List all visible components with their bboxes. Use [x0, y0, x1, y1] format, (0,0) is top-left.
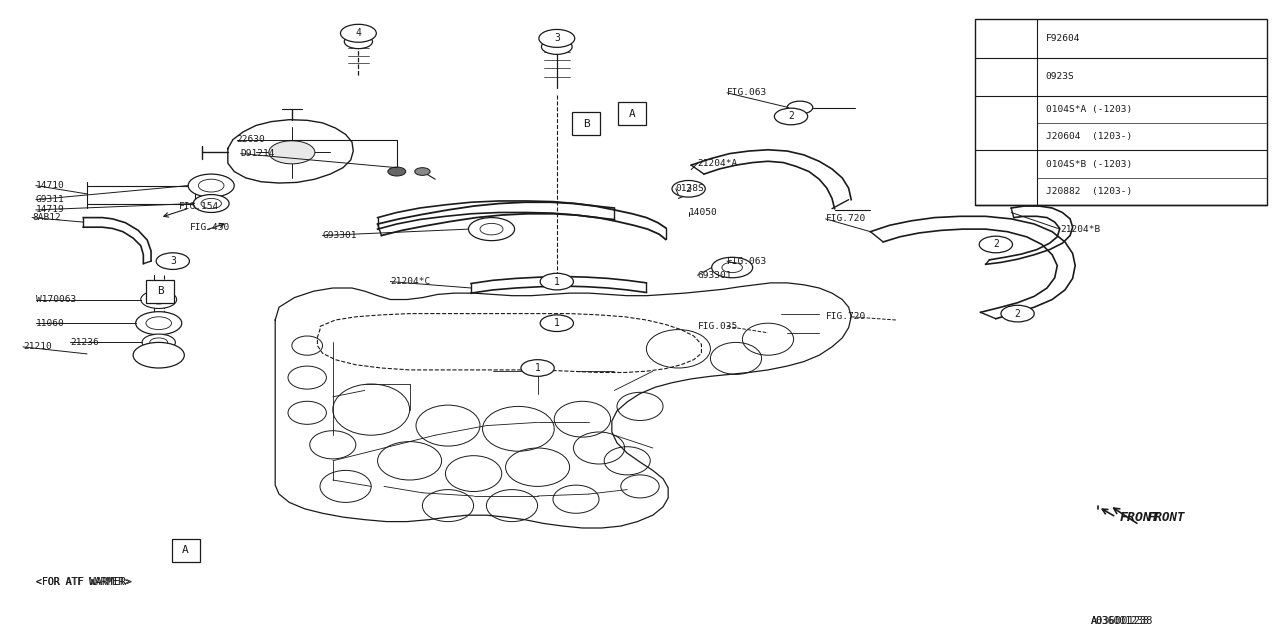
Circle shape: [415, 168, 430, 175]
Circle shape: [133, 342, 184, 368]
Text: 0104S*A (-1203): 0104S*A (-1203): [1046, 105, 1132, 114]
Text: <FOR ATF WARMER>: <FOR ATF WARMER>: [36, 577, 132, 588]
Circle shape: [992, 116, 1020, 131]
Text: 8AB12: 8AB12: [32, 213, 60, 222]
Text: 1: 1: [1004, 34, 1009, 43]
Text: B: B: [156, 286, 164, 296]
Text: 14050: 14050: [689, 208, 717, 217]
FancyBboxPatch shape: [618, 102, 646, 125]
Text: 2: 2: [788, 111, 794, 122]
Circle shape: [344, 35, 372, 49]
Text: FIG.063: FIG.063: [727, 257, 767, 266]
Text: 1: 1: [554, 318, 559, 328]
Text: B: B: [582, 118, 590, 129]
Text: 2: 2: [1004, 72, 1009, 81]
Text: 3: 3: [1004, 118, 1009, 128]
Text: J20882  (1203-): J20882 (1203-): [1046, 187, 1132, 196]
Text: 21204*A: 21204*A: [698, 159, 737, 168]
Circle shape: [979, 236, 1012, 253]
Bar: [975, 19, 1267, 205]
Text: 2: 2: [686, 184, 691, 194]
Text: J20604  (1203-): J20604 (1203-): [1046, 132, 1132, 141]
Text: 0923S: 0923S: [1046, 72, 1074, 81]
Text: G93301: G93301: [323, 231, 357, 240]
Circle shape: [1001, 305, 1034, 322]
Text: FIG.450: FIG.450: [189, 223, 229, 232]
Circle shape: [136, 312, 182, 335]
Text: D91214: D91214: [241, 149, 275, 158]
Circle shape: [541, 39, 572, 54]
Text: F92604: F92604: [1046, 34, 1080, 43]
Text: 14710: 14710: [36, 181, 64, 190]
Circle shape: [712, 257, 753, 278]
Text: A: A: [628, 109, 636, 119]
Circle shape: [787, 101, 813, 114]
Text: 21204*B: 21204*B: [1060, 225, 1100, 234]
Text: FIG.720: FIG.720: [826, 214, 865, 223]
Text: 2: 2: [993, 239, 998, 250]
Text: 4: 4: [356, 28, 361, 38]
Text: FRONT: FRONT: [1120, 511, 1160, 524]
Text: 21210: 21210: [23, 342, 51, 351]
Circle shape: [539, 29, 575, 47]
Circle shape: [774, 108, 808, 125]
Text: A036001238: A036001238: [1091, 616, 1153, 626]
Circle shape: [156, 253, 189, 269]
Text: A036001238: A036001238: [1091, 616, 1149, 626]
Text: 21236: 21236: [70, 338, 99, 347]
Circle shape: [468, 218, 515, 241]
Circle shape: [340, 24, 376, 42]
Text: FIG.154: FIG.154: [179, 202, 219, 211]
Text: 3: 3: [554, 33, 559, 44]
Circle shape: [992, 170, 1020, 184]
Text: 2: 2: [1015, 308, 1020, 319]
FancyBboxPatch shape: [572, 112, 600, 135]
Text: G93301: G93301: [698, 271, 732, 280]
Text: A: A: [182, 545, 189, 556]
Text: FIG.720: FIG.720: [826, 312, 865, 321]
Circle shape: [992, 31, 1020, 45]
Text: 0138S: 0138S: [676, 184, 704, 193]
Circle shape: [269, 141, 315, 164]
Text: 0104S*B (-1203): 0104S*B (-1203): [1046, 159, 1132, 168]
Text: 21204*C: 21204*C: [390, 277, 430, 286]
Text: 3: 3: [170, 256, 175, 266]
Circle shape: [540, 273, 573, 290]
Text: FIG.035: FIG.035: [698, 322, 737, 331]
FancyBboxPatch shape: [146, 280, 174, 303]
Circle shape: [188, 174, 234, 197]
Text: 14719: 14719: [36, 205, 64, 214]
Circle shape: [992, 70, 1020, 84]
Circle shape: [142, 334, 175, 351]
Text: W170063: W170063: [36, 295, 76, 304]
Circle shape: [388, 167, 406, 176]
FancyBboxPatch shape: [172, 539, 200, 562]
Text: FIG.063: FIG.063: [727, 88, 767, 97]
Text: 1: 1: [554, 276, 559, 287]
Circle shape: [193, 195, 229, 212]
Circle shape: [672, 180, 705, 197]
Circle shape: [540, 315, 573, 332]
Text: 22630: 22630: [237, 135, 265, 144]
Circle shape: [141, 291, 177, 308]
Circle shape: [521, 360, 554, 376]
Text: <FOR ATF WARMER>: <FOR ATF WARMER>: [36, 577, 129, 588]
Text: 11060: 11060: [36, 319, 64, 328]
Text: 1: 1: [535, 363, 540, 373]
Text: 4: 4: [1004, 173, 1009, 182]
Text: G9311: G9311: [36, 195, 64, 204]
Text: FRONT: FRONT: [1148, 511, 1185, 524]
